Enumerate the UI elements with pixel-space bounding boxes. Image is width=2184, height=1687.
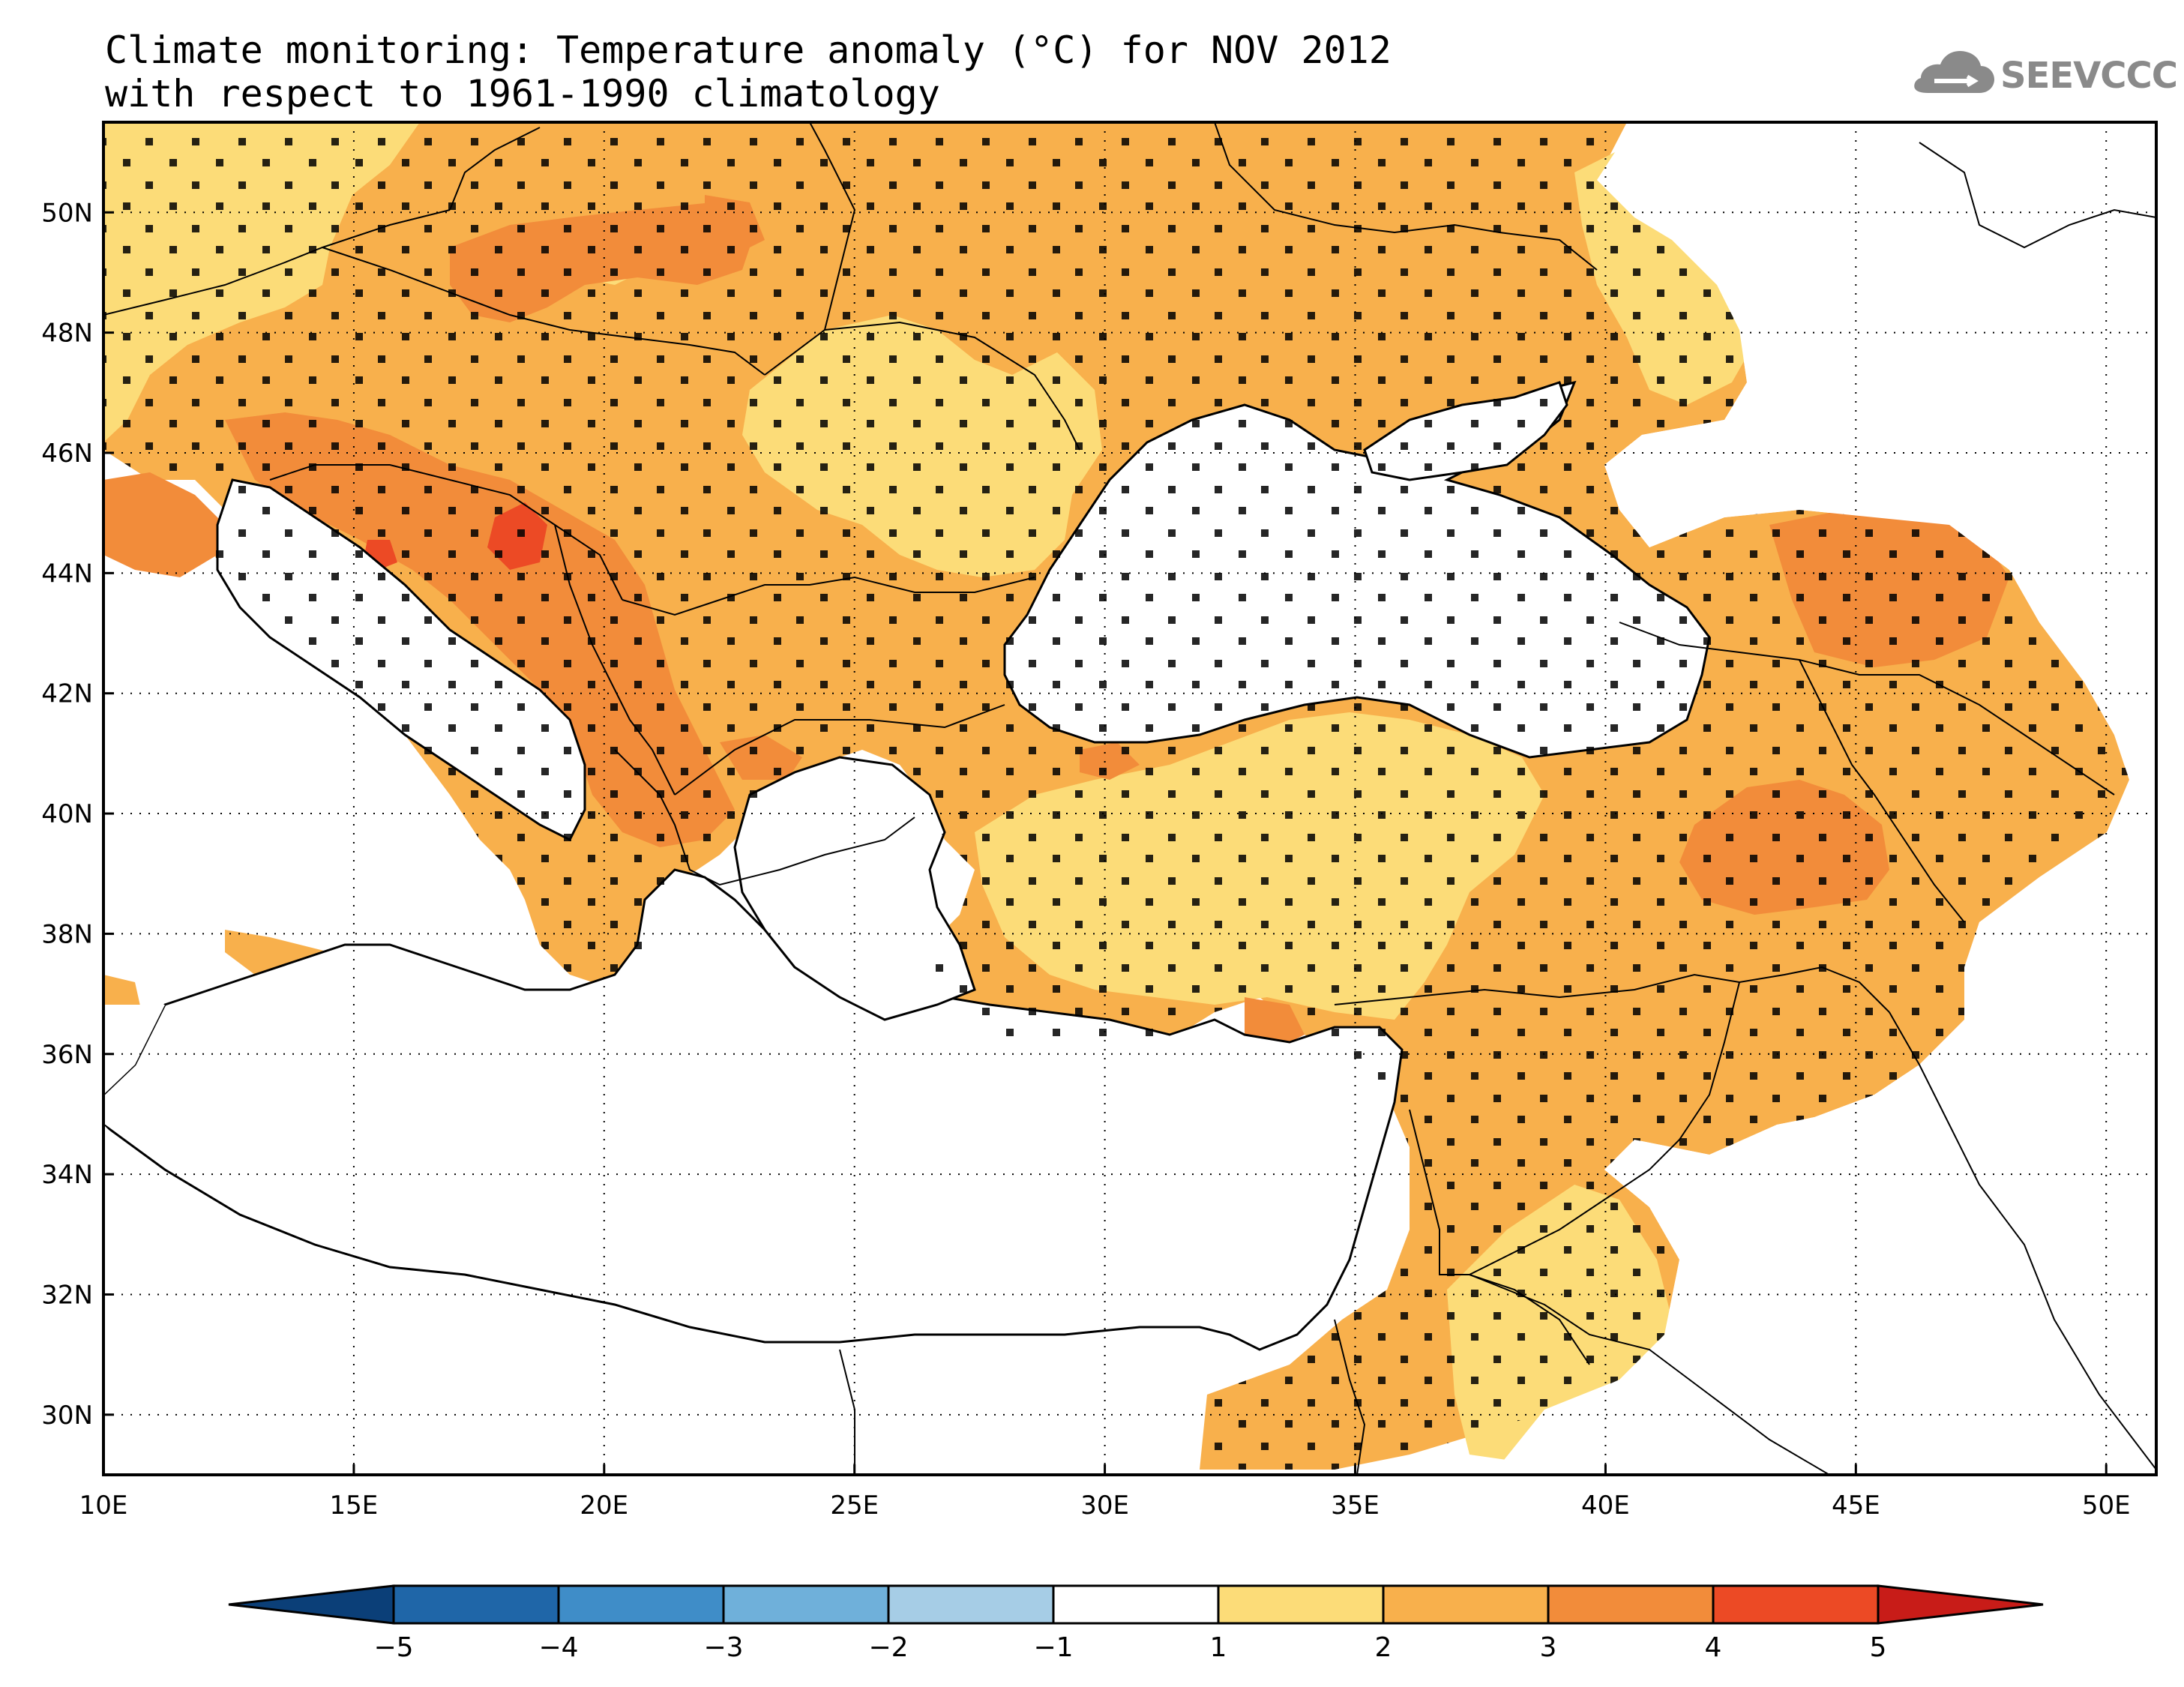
mediterranean-south <box>103 868 1404 1351</box>
border-russia-kazakhstan <box>1919 142 2156 249</box>
colorbar-tick-label: −2 <box>868 1632 908 1663</box>
lat-tick-label: 46N <box>41 439 93 469</box>
lat-tick-label: 48N <box>41 319 93 349</box>
lon-tick-label: 50E <box>2082 1491 2131 1521</box>
colorbar-tick-label: −4 <box>538 1632 578 1663</box>
lon-tick-label: 30E <box>1080 1491 1129 1521</box>
seevccc-logo: SEEVCCC <box>1912 48 2178 103</box>
colorbar-tick-label: 2 <box>1375 1632 1392 1663</box>
station-markers <box>103 122 2129 1470</box>
unfilled-east <box>1492 122 2156 1475</box>
colorbar-segment <box>722 1584 890 1625</box>
border-iraq-iran <box>1889 1011 2156 1470</box>
lon-tick-label: 35E <box>1331 1491 1380 1521</box>
colorbar-segment <box>1877 1584 2044 1625</box>
colorbar-segment <box>1382 1584 1550 1625</box>
lon-tick-label: 10E <box>79 1491 128 1521</box>
lat-tick-label: 30N <box>41 1401 93 1431</box>
colorbar-tick-label: 3 <box>1540 1632 1557 1663</box>
lat-tick-label: 50N <box>41 198 93 228</box>
map-title: Climate monitoring: Temperature anomaly … <box>105 28 1392 115</box>
lat-tick-label: 42N <box>41 679 93 709</box>
colorbar-tick-label: 4 <box>1705 1632 1722 1663</box>
axis-ticks <box>102 211 2108 1475</box>
cloud-icon <box>1914 51 1994 93</box>
lon-tick-label: 45E <box>1832 1491 1880 1521</box>
colorbar-segment <box>1052 1584 1220 1625</box>
map-gridlines <box>103 122 2156 1475</box>
lat-tick-label: 40N <box>41 799 93 829</box>
logo-text: SEEVCCC <box>2000 55 2178 97</box>
colorbar: −5 −4 −3 −2 −1 1 2 3 4 5 <box>228 1584 2044 1663</box>
colorbar-segment <box>1712 1584 1880 1625</box>
colorbar-tick-label: 1 <box>1210 1632 1227 1663</box>
lat-tick-label: 32N <box>41 1280 93 1310</box>
lat-tick-label: 34N <box>41 1160 93 1190</box>
colorbar-segment <box>887 1584 1055 1625</box>
colorbar-tick-label: −3 <box>703 1632 743 1663</box>
colorbar-segment <box>228 1584 395 1625</box>
colorbar-segment <box>1217 1584 1385 1625</box>
station-dots <box>103 122 2129 1470</box>
lat-tick-label: 38N <box>41 919 93 949</box>
anomaly-region-3-4-italy <box>103 472 225 577</box>
title-line-1: Climate monitoring: Temperature anomaly … <box>105 28 1392 72</box>
lon-tick-label: 40E <box>1581 1491 1630 1521</box>
colorbar-tick-label: −5 <box>373 1632 413 1663</box>
lat-tick-label: 36N <box>41 1040 93 1070</box>
colorbar-tick-label: 5 <box>1870 1632 1887 1663</box>
lon-tick-label: 20E <box>580 1491 628 1521</box>
colorbar-tick-label: −1 <box>1033 1632 1073 1663</box>
title-line-2: with respect to 1961-1990 climatology <box>105 72 940 115</box>
colorbar-segment <box>1547 1584 1715 1625</box>
unfilled-africa <box>103 1005 1200 1475</box>
lon-tick-label: 25E <box>830 1491 879 1521</box>
map-frame <box>102 121 2158 1476</box>
lat-tick-label: 44N <box>41 559 93 589</box>
colorbar-segment <box>557 1584 725 1625</box>
lon-tick-label: 15E <box>330 1491 379 1521</box>
axis-labels: 10E 15E 20E 25E 30E 35E 40E 45E 50E 30N 32N 34N 36N 3… <box>41 198 2130 1521</box>
colorbar-segment <box>392 1584 560 1625</box>
